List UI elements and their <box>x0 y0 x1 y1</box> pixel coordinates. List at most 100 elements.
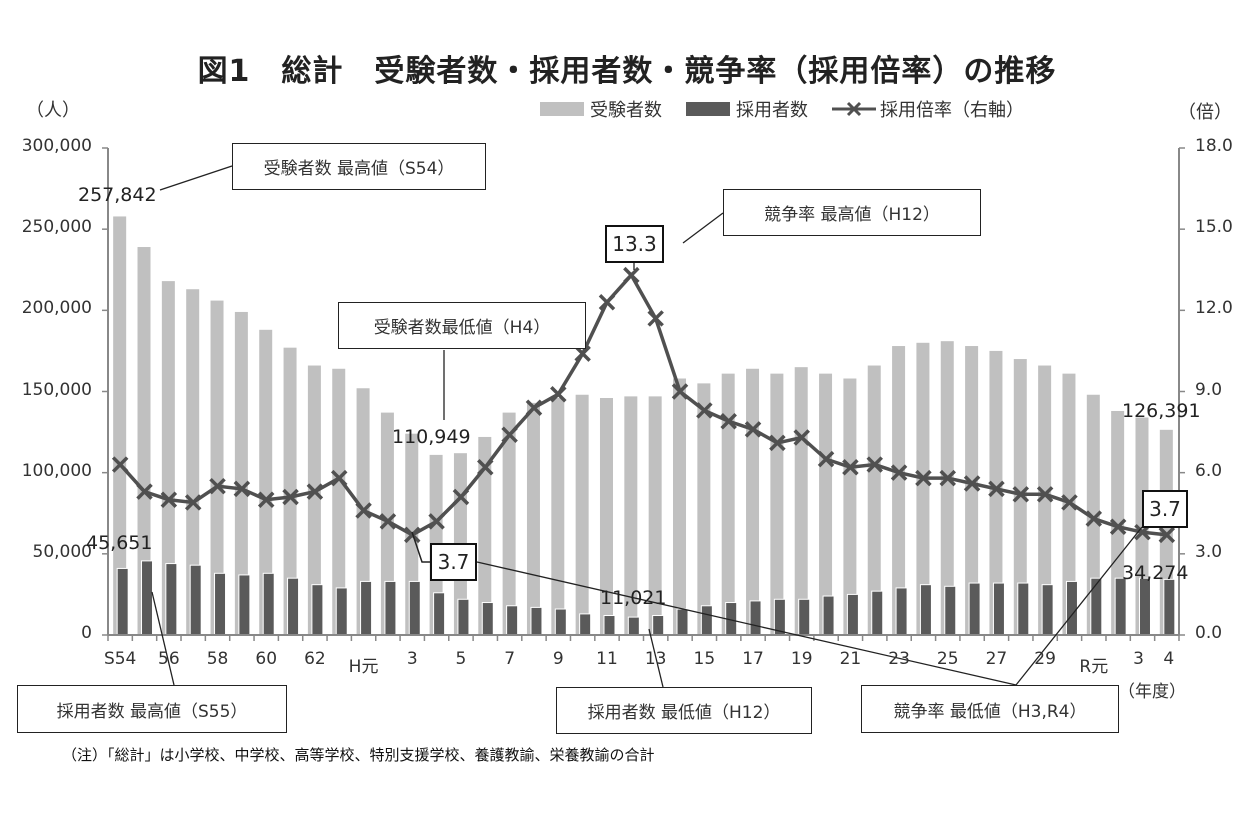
bar-applicants <box>794 367 808 635</box>
bar-applicants <box>940 341 954 635</box>
label-applicants-min: 110,949 <box>392 426 471 448</box>
bar-applicants <box>307 365 321 635</box>
bar-hires <box>384 580 397 636</box>
bar-applicants <box>819 373 833 635</box>
label-applicants-last: 126,391 <box>1122 400 1201 422</box>
bar-applicants <box>746 368 760 635</box>
x-tick-label: H元 <box>348 657 379 677</box>
left-tick-label: 150,000 <box>21 379 92 400</box>
bar-applicants <box>648 396 662 635</box>
bar-applicants <box>770 373 784 635</box>
bar-hires <box>992 582 1005 636</box>
label-hires-max: 45,651 <box>86 532 153 554</box>
leader-ratio-min-h3-elbow <box>411 531 430 563</box>
ratio-x-marker-icon <box>111 456 129 473</box>
label-ratio-min-h3: 3.7 <box>430 543 477 581</box>
legend: 受験者数 採用者数 採用倍率（右軸） <box>540 96 1038 122</box>
bar-hires <box>1163 578 1176 636</box>
left-axis-unit: （人） <box>26 100 80 121</box>
right-tick-label: 15.0 <box>1195 217 1233 238</box>
bar-hires <box>579 613 592 636</box>
legend-item-applicants: 受験者数 <box>540 96 662 122</box>
ratio-line <box>118 272 1168 537</box>
x-tick-label: 25 <box>936 649 959 669</box>
bar-hires <box>165 563 178 636</box>
bar-applicants <box>916 342 930 635</box>
bar-hires <box>652 615 665 636</box>
bar-hires <box>116 567 129 636</box>
label-hires-last: 34,274 <box>1122 562 1189 584</box>
bar-applicants <box>283 347 297 635</box>
ratio-x-marker-icon <box>477 459 494 476</box>
x-tick-label: 4 <box>1163 649 1175 669</box>
x-tick-label: 11 <box>596 649 618 669</box>
bar-hires <box>919 584 932 636</box>
bar-applicants <box>137 247 151 636</box>
left-tick-label: 250,000 <box>21 217 92 238</box>
right-tick-label: 9.0 <box>1195 379 1223 400</box>
leader-ratio-min-h3 <box>476 561 1017 686</box>
ratio-x-marker-icon <box>209 477 226 495</box>
leader-applicants-max <box>159 165 233 191</box>
ratio-x-marker-icon <box>1036 486 1054 503</box>
ratio-x-marker-icon <box>598 293 616 311</box>
bar-hires <box>846 593 859 636</box>
x-tick-label: 27 <box>985 649 1008 669</box>
bar-applicants <box>599 397 613 635</box>
ratio-x-marker-icon <box>1012 486 1030 503</box>
ratio-x-marker-icon <box>842 459 859 476</box>
bar-applicants <box>624 396 638 635</box>
ratio-x-marker-icon <box>525 399 543 416</box>
x-tick-label: 60 <box>255 649 278 669</box>
x-tick-label: 62 <box>304 649 326 669</box>
ratio-x-marker-icon <box>574 345 591 362</box>
left-tick-label: 100,000 <box>21 460 92 481</box>
bar-hires <box>433 592 446 636</box>
ratio-x-marker-icon <box>501 426 518 444</box>
ratio-x-marker-icon <box>915 469 932 487</box>
x-tick-label: 21 <box>839 649 862 669</box>
ratio-x-marker-icon <box>890 464 908 481</box>
bar-applicants <box>965 346 979 635</box>
ratio-x-marker-icon <box>647 310 664 327</box>
ratio-x-marker-icon <box>769 434 786 452</box>
label-hires-min: 11,021 <box>600 587 667 609</box>
ratio-x-marker-icon <box>306 483 324 500</box>
ratio-x-marker-icon <box>160 491 178 508</box>
right-axis-unit: （倍） <box>1178 102 1232 123</box>
bar-hires <box>481 602 494 636</box>
right-tick-label: 0.0 <box>1195 623 1223 643</box>
bar-hires <box>676 608 689 636</box>
bar-applicants <box>234 311 248 635</box>
x-tick-label: 58 <box>206 649 229 669</box>
bar-hires <box>603 615 616 636</box>
x-tick-label: R元 <box>1079 657 1109 677</box>
label-ratio-max: 13.3 <box>605 225 664 263</box>
bar-hires <box>1041 584 1054 636</box>
bar-applicants <box>210 300 224 635</box>
x-tick-label: 5 <box>455 649 467 669</box>
x-tick-label: 29 <box>1034 649 1056 669</box>
callout-hires-max: 採用者数 最高値（S55） <box>17 685 287 733</box>
bar-applicants <box>113 216 127 635</box>
ratio-x-marker-icon <box>452 488 470 506</box>
ratio-x-marker-icon <box>1085 510 1103 527</box>
bar-applicants <box>161 281 175 635</box>
callout-applicants-max: 受験者数 最高値（S54） <box>232 143 486 190</box>
bar-hires <box>798 598 811 636</box>
x-axis-unit: （年度） <box>1118 682 1186 702</box>
bar-applicants <box>551 397 565 635</box>
bar-hires <box>335 587 348 636</box>
ratio-x-marker-icon <box>282 488 299 506</box>
bar-applicants <box>843 378 857 635</box>
legend-item-ratio: 採用倍率（右軸） <box>832 96 1024 122</box>
right-tick-label: 6.0 <box>1195 460 1223 481</box>
bar-hires <box>895 587 908 636</box>
x-tick-label: 13 <box>644 649 667 669</box>
legend-swatch-applicants <box>540 102 584 116</box>
ratio-x-marker-icon <box>866 456 883 473</box>
chart-title: 図1 総計 受験者数・採用者数・競争率（採用倍率）の推移 <box>197 54 1057 89</box>
leader-ratio-max <box>682 212 724 244</box>
bar-hires <box>189 564 202 636</box>
